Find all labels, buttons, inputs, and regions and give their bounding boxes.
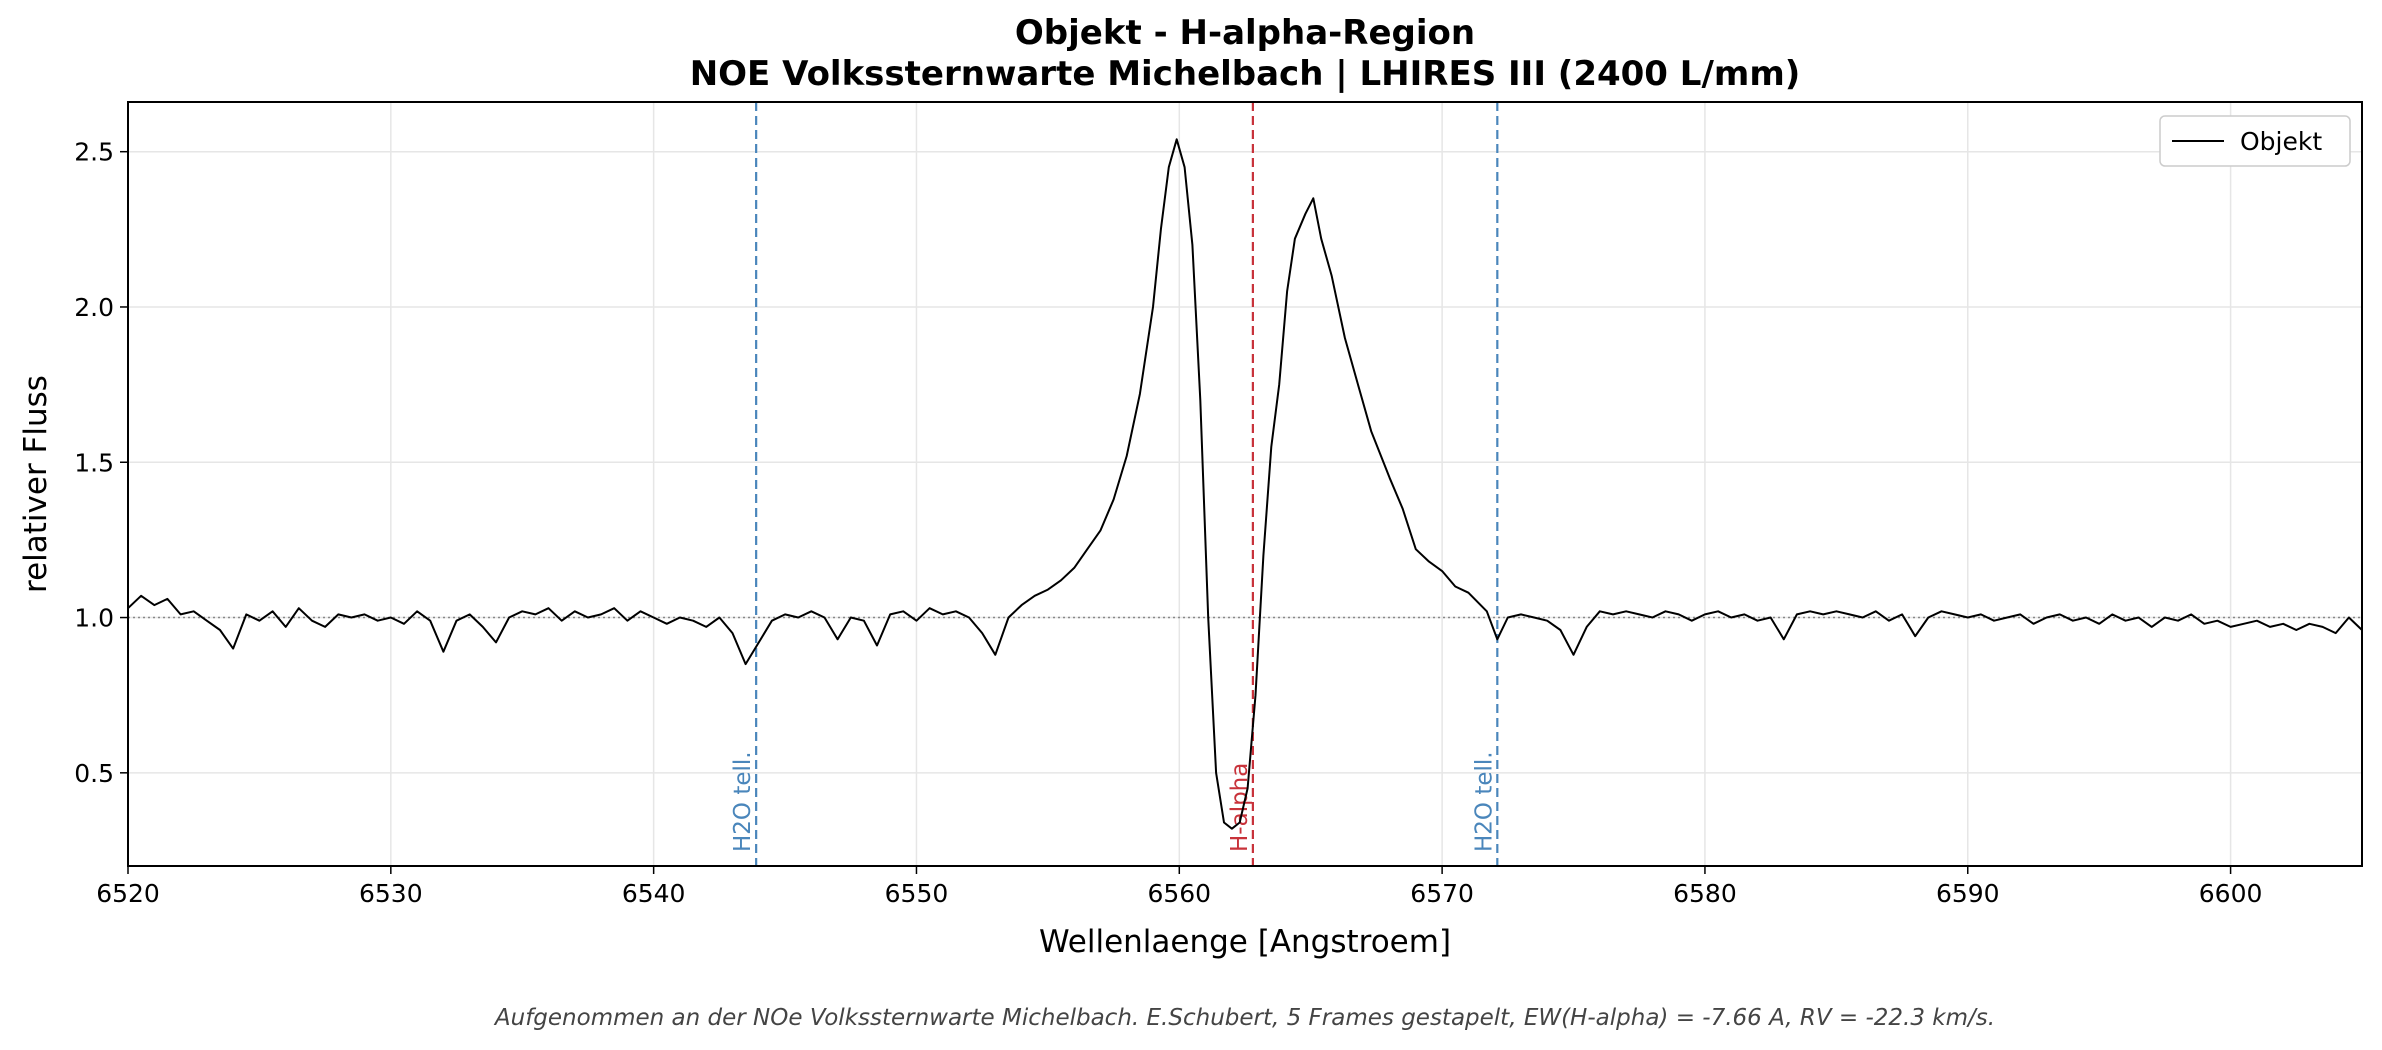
x-tick-label: 6520 [96,879,160,908]
x-tick-label: 6590 [1936,879,2000,908]
legend-label: Objekt [2240,127,2322,156]
caption: Aufgenommen an der NOe Volkssternwarte M… [493,1005,1995,1031]
y-tick-label: 2.5 [74,138,114,167]
series-line [127,138,2363,830]
legend-box [2159,115,2351,167]
chart-subtitle: NOE Volkssternwarte Michelbach | LHIRES … [690,54,1801,94]
x-tick-label: 6530 [359,879,423,908]
y-tick-label: 0.5 [74,759,114,788]
plot-frame [127,101,2363,867]
x-tick-label: 6540 [622,879,686,908]
x-axis-label: Wellenlaenge [Angstroem] [1039,924,1451,960]
y-tick-label: 1.0 [74,604,114,633]
x-tick-label: 6600 [2199,879,2263,908]
marker-label: H2O tell. [1471,751,1497,852]
y-tick-label: 1.5 [74,448,114,477]
chart-title: Objekt - H-alpha-Region [1015,13,1475,53]
y-tick-label: 2.0 [74,293,114,322]
x-tick-label: 6570 [1410,879,1474,908]
y-axis-label: relativer Fluss [18,375,54,593]
x-tick-label: 6580 [1673,879,1737,908]
x-tick-label: 6550 [885,879,949,908]
x-tick-label: 6560 [1147,879,1211,908]
marker-label: H2O tell. [730,751,756,852]
